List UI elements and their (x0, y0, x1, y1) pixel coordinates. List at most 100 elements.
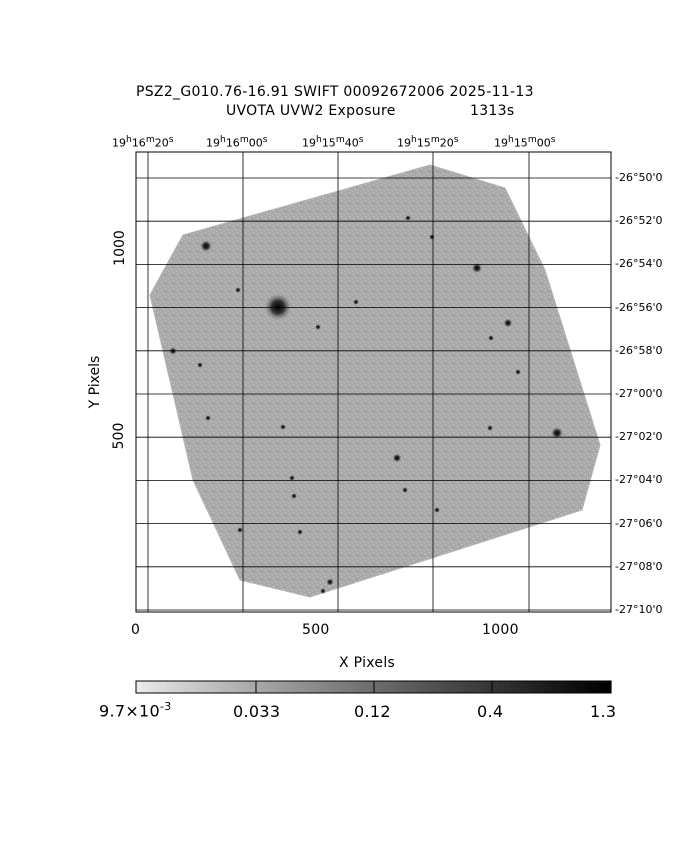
colorbar-segment (284, 681, 291, 693)
point-source (487, 334, 495, 342)
colorbar-segment (236, 681, 244, 693)
colorbar-segment (183, 681, 191, 693)
colorbar-segment (492, 681, 499, 693)
colorbar-label-max: 1.3 (590, 702, 617, 721)
colorbar-segment (278, 681, 286, 693)
point-source (550, 426, 564, 440)
colorbar-label-4: 0.4 (477, 702, 504, 721)
colorbar-segment (557, 681, 565, 693)
colorbar-segment (320, 681, 327, 693)
title-exposure-value: 1313s (470, 103, 515, 119)
point-source (428, 233, 436, 241)
colorbar-segment (444, 681, 452, 693)
colorbar-segment (581, 681, 588, 693)
colorbar-segment (456, 681, 464, 693)
colorbar-segment (343, 681, 351, 693)
colorbar-segment (426, 681, 434, 693)
point-source (503, 318, 513, 328)
colorbar-segment (147, 681, 155, 693)
point-source (263, 292, 293, 322)
colorbar-segment (225, 681, 232, 693)
colorbar-segment (551, 681, 559, 693)
point-source (352, 298, 360, 306)
y-tick-1000: 1000 (112, 230, 128, 266)
plot-frame (135, 151, 612, 613)
ra-tick-4: 19h15m20s (397, 134, 459, 150)
point-source (404, 214, 412, 222)
dec-tick-label: -26°50'0 (615, 171, 663, 184)
colorbar-segment (527, 681, 535, 693)
colorbar-segment (605, 681, 612, 693)
colorbar-segment (391, 681, 398, 693)
colorbar-segment (545, 681, 553, 693)
dec-tick-label: -26°54'0 (615, 257, 663, 271)
point-source (471, 262, 483, 274)
dec-tick-label: -27°00'0 (615, 387, 663, 400)
point-source (199, 239, 213, 253)
colorbar-segment (486, 681, 493, 693)
point-source (392, 453, 402, 463)
colorbar-segment (462, 681, 470, 693)
colorbar-segment (409, 681, 416, 693)
point-source (326, 578, 334, 586)
colorbar-segment (355, 681, 363, 693)
dec-tick-label: -26°58'0 (615, 343, 663, 357)
colorbar-label-3: 0.12 (354, 702, 391, 721)
colorbar-segment (373, 681, 381, 693)
colorbar-segment (254, 681, 262, 693)
colorbar-segment (242, 681, 250, 693)
colorbar-segment (314, 681, 321, 693)
colorbar-segment (201, 681, 208, 693)
colorbar-segment (510, 681, 517, 693)
colorbar-segment (349, 681, 357, 693)
point-source (433, 506, 441, 514)
dec-tick-label: -26°56'0 (615, 300, 663, 314)
ra-tick-1: 19h16m20s (112, 134, 174, 150)
ra-tick-3: 19h15m40s (302, 134, 364, 150)
colorbar-segment (290, 681, 297, 693)
colorbar-segment (432, 681, 440, 693)
colorbar-segment (326, 681, 333, 693)
colorbar-segment (141, 681, 149, 693)
colorbar-segment (248, 681, 256, 693)
x-axis-label: X Pixels (339, 655, 396, 671)
colorbar-segment (539, 681, 547, 693)
colorbar-segment (403, 681, 410, 693)
title-line-2-left: UVOTA UVW2 Exposure (226, 103, 396, 119)
colorbar-segment (159, 681, 167, 693)
colorbar-segment (153, 681, 161, 693)
point-source (514, 368, 522, 376)
colorbar-segment (563, 681, 571, 693)
dec-tick-label: -27°10'0 (615, 603, 663, 616)
colorbar-segment (207, 681, 214, 693)
exposure-footprint (149, 164, 601, 598)
point-source (234, 286, 242, 294)
colorbar-segment (331, 681, 339, 693)
point-source (296, 528, 304, 536)
point-source (314, 323, 322, 331)
colorbar-segment (219, 681, 226, 693)
colorbar-segment (480, 681, 487, 693)
colorbar-segment (189, 681, 196, 693)
colorbar-segment (379, 681, 386, 693)
point-source (204, 414, 212, 422)
colorbar-segment (385, 681, 392, 693)
point-source (288, 474, 296, 482)
colorbar-segment (575, 681, 582, 693)
colorbar-segment (498, 681, 505, 693)
colorbar-segment (593, 681, 600, 693)
colorbar-segment (587, 681, 594, 693)
colorbar-segment (438, 681, 446, 693)
colorbar-segment (308, 681, 315, 693)
dec-tick-label: -26°52'0 (615, 214, 663, 228)
colorbar-segment (177, 681, 185, 693)
colorbar-segment (397, 681, 404, 693)
colorbar-segment (504, 681, 511, 693)
colorbar-segment (521, 681, 529, 693)
colorbar-segment (361, 681, 369, 693)
ra-tick-2: 19h16m00s (206, 134, 268, 150)
colorbar-segment (599, 681, 606, 693)
colorbar-segment (260, 681, 268, 693)
colorbar-segment (516, 681, 523, 693)
colorbar-segment (136, 681, 143, 693)
